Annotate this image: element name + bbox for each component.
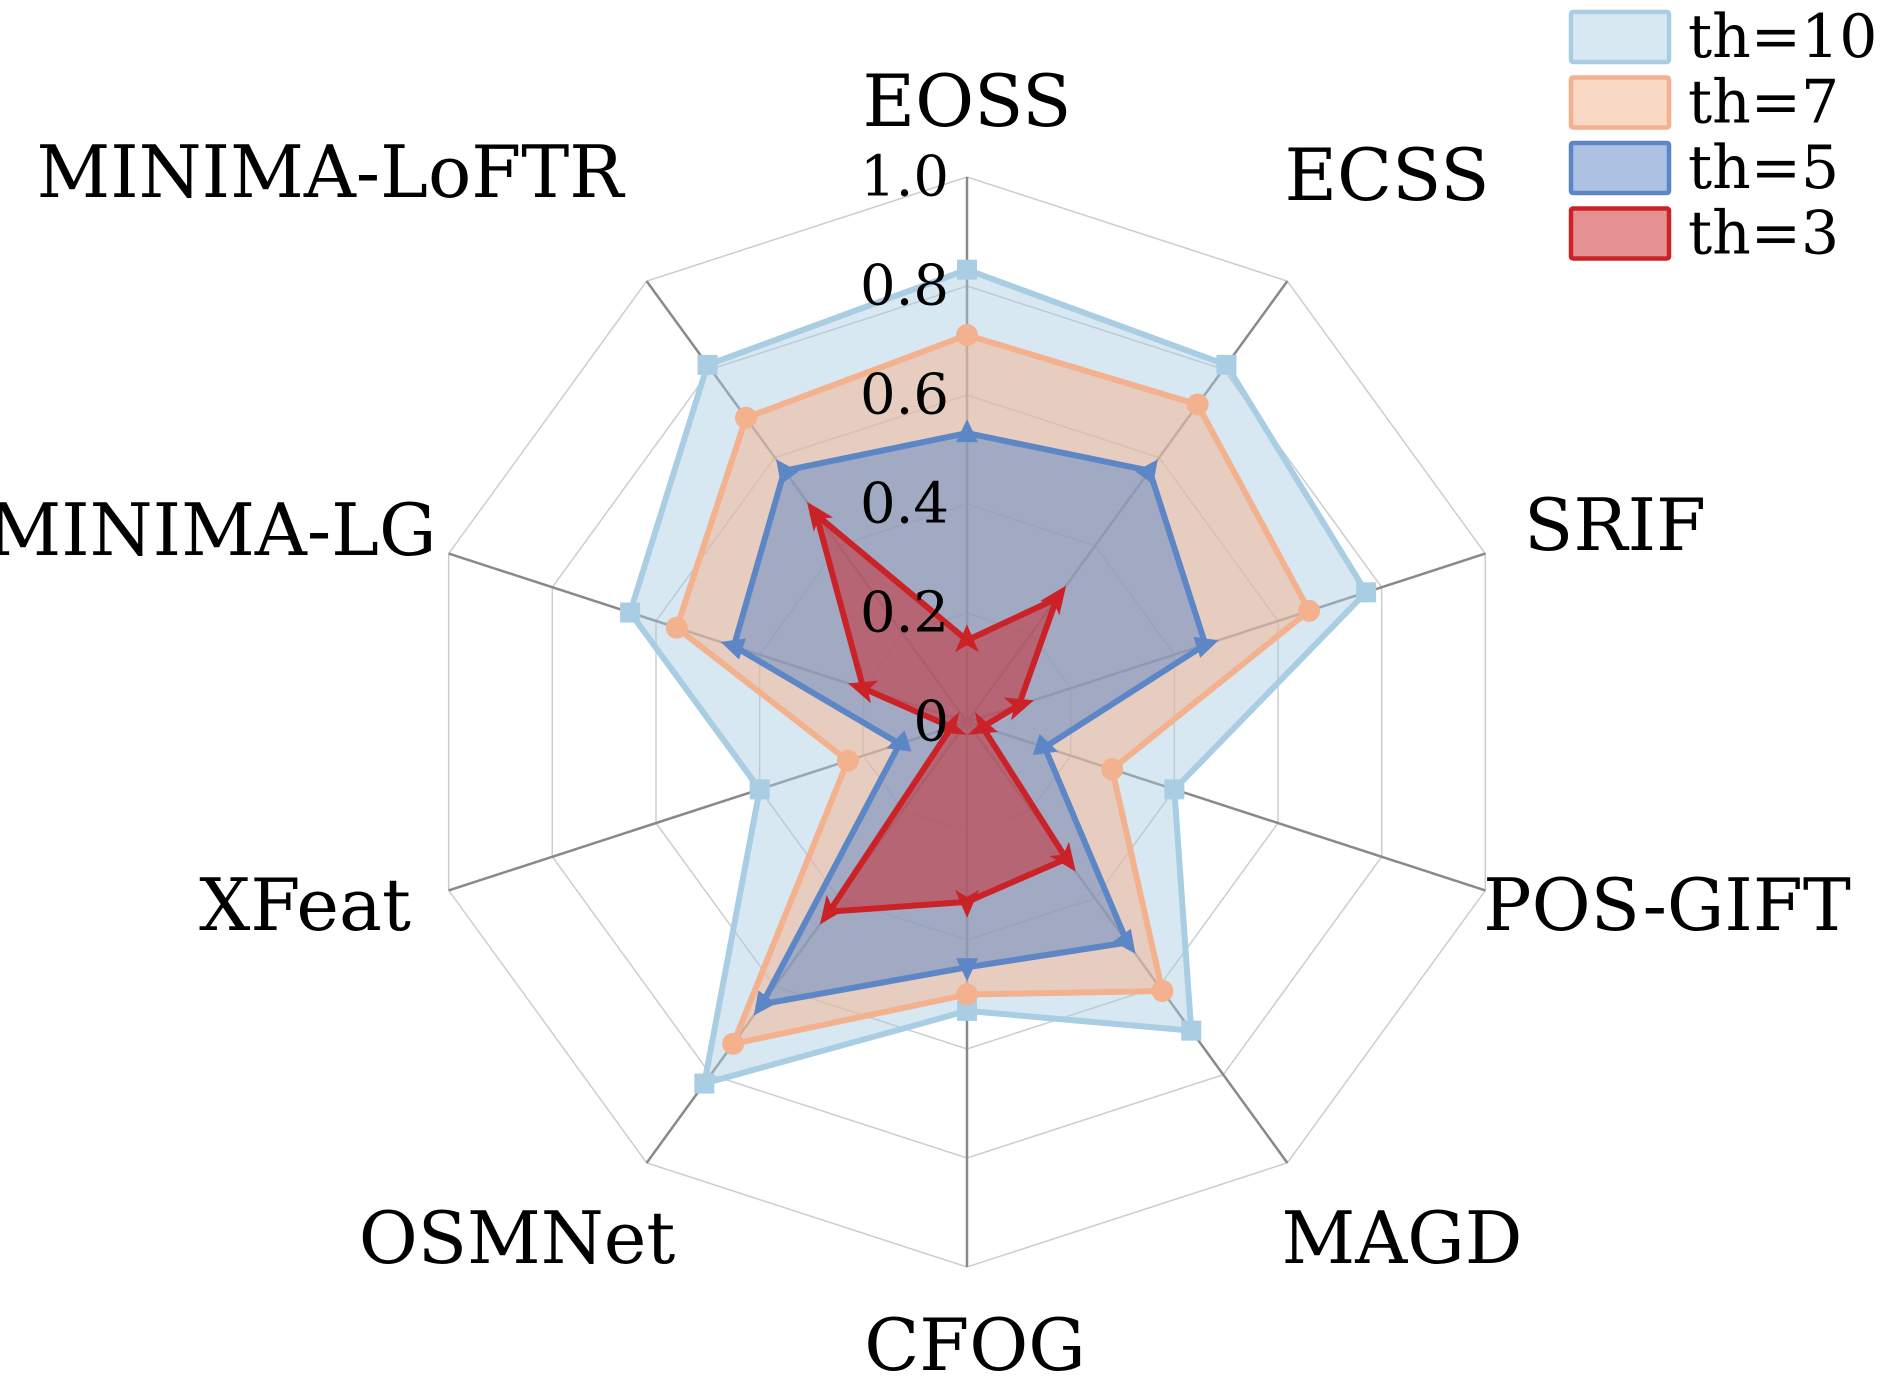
marker-square-th=10-ECSS xyxy=(1216,354,1237,375)
legend-swatch-th=10 xyxy=(1568,9,1672,65)
marker-triangle-th=5-OSMNet xyxy=(753,990,777,1016)
marker-square-th=10-CFOG xyxy=(957,1000,977,1021)
marker-triangle-th=5-XFeat xyxy=(886,730,912,752)
r-tick-label-0.2: 0.2 xyxy=(860,581,949,646)
legend-label-th=7: th=7 xyxy=(1688,68,1839,138)
axis-label-OSMNet: OSMNet xyxy=(359,1196,676,1280)
r-tick-label-0: 0 xyxy=(913,690,949,755)
axis-label-MINIMA-LG: MINIMA-LG xyxy=(0,488,436,572)
marker-square-th=10-POS-GIFT xyxy=(1164,779,1185,800)
legend-swatch-th=3 xyxy=(1568,206,1672,261)
series-fill-th=3 xyxy=(816,514,1067,912)
marker-arrow-th=3-MAGD xyxy=(1049,841,1076,872)
legend-label-th=3: th=3 xyxy=(1688,199,1839,269)
marker-circle-th=7-ECSS xyxy=(1186,393,1209,416)
axis-label-POS-GIFT: POS-GIFT xyxy=(1483,863,1851,947)
marker-circle-th=7-SRIF xyxy=(1298,599,1321,622)
marker-arrow-th=3-SRIF xyxy=(1003,697,1035,721)
marker-square-th=10-XFeat xyxy=(749,779,770,800)
marker-triangle-th=5-MAGD xyxy=(1113,928,1136,954)
marker-arrow-th=3-MINIMA-LoFTR xyxy=(806,501,834,532)
axis-label-SRIF: SRIF xyxy=(1524,483,1706,567)
marker-square-th=10-SRIF xyxy=(1356,582,1377,603)
marker-circle-th=7-XFeat xyxy=(836,749,859,772)
r-tick-label-1.0: 1.0 xyxy=(860,145,949,210)
marker-square-th=10-MAGD xyxy=(1181,1020,1202,1041)
marker-circle-th=7-POS-GIFT xyxy=(1101,758,1124,781)
marker-triangle-th=5-MINIMA-LoFTR xyxy=(776,459,799,485)
marker-square-th=10-EOSS xyxy=(957,259,977,280)
axis-label-XFeat: XFeat xyxy=(199,863,411,947)
r-tick-label-0.4: 0.4 xyxy=(860,472,949,537)
marker-triangle-th=5-EOSS xyxy=(956,419,979,443)
marker-circle-th=7-MAGD xyxy=(1151,979,1174,1002)
legend-swatch-th=7 xyxy=(1568,75,1672,130)
marker-circle-th=7-CFOG xyxy=(956,983,978,1006)
axis-label-CFOG: CFOG xyxy=(864,1303,1086,1387)
axis-label-EOSS: EOSS xyxy=(863,59,1072,143)
marker-triangle-th=5-POS-GIFT xyxy=(1032,734,1059,755)
axis-label-MINIMA-LoFTR: MINIMA-LoFTR xyxy=(36,130,625,214)
marker-square-th=10-MINIMA-LG xyxy=(620,602,641,623)
marker-arrow-th=3-CFOG xyxy=(955,889,980,918)
marker-square-th=10-OSMNet xyxy=(694,1073,715,1094)
legend-label-th=5: th=5 xyxy=(1688,133,1839,203)
marker-triangle-th=5-MINIMA-LG xyxy=(720,638,746,660)
marker-circle-th=7-OSMNet xyxy=(722,1032,745,1055)
marker-triangle-th=5-CFOG xyxy=(956,958,979,982)
marker-arrow-th=3-POS-GIFT xyxy=(967,711,998,735)
marker-circle-th=7-MINIMA-LoFTR xyxy=(734,406,757,429)
marker-arrow-th=3-ECSS xyxy=(1039,585,1067,616)
legend-swatch-th=5 xyxy=(1568,140,1672,196)
marker-triangle-th=5-ECSS xyxy=(1135,459,1158,485)
marker-arrow-th=3-EOSS xyxy=(954,624,979,653)
marker-arrow-th=3-MINIMA-LG xyxy=(848,680,879,704)
marker-square-th=10-MINIMA-LoFTR xyxy=(697,354,718,375)
axis-label-ECSS: ECSS xyxy=(1284,133,1489,217)
marker-arrow-th=3-OSMNet xyxy=(819,894,847,925)
r-tick-label-0.8: 0.8 xyxy=(860,254,949,319)
marker-arrow-th=3-XFeat xyxy=(936,712,967,735)
marker-circle-th=7-EOSS xyxy=(956,324,978,347)
marker-triangle-th=5-SRIF xyxy=(1193,636,1219,658)
axis-label-MAGD: MAGD xyxy=(1282,1196,1523,1280)
marker-circle-th=7-MINIMA-LG xyxy=(665,616,688,639)
r-tick-label-0.6: 0.6 xyxy=(860,363,949,428)
legend-label-th=10: th=10 xyxy=(1688,2,1877,72)
